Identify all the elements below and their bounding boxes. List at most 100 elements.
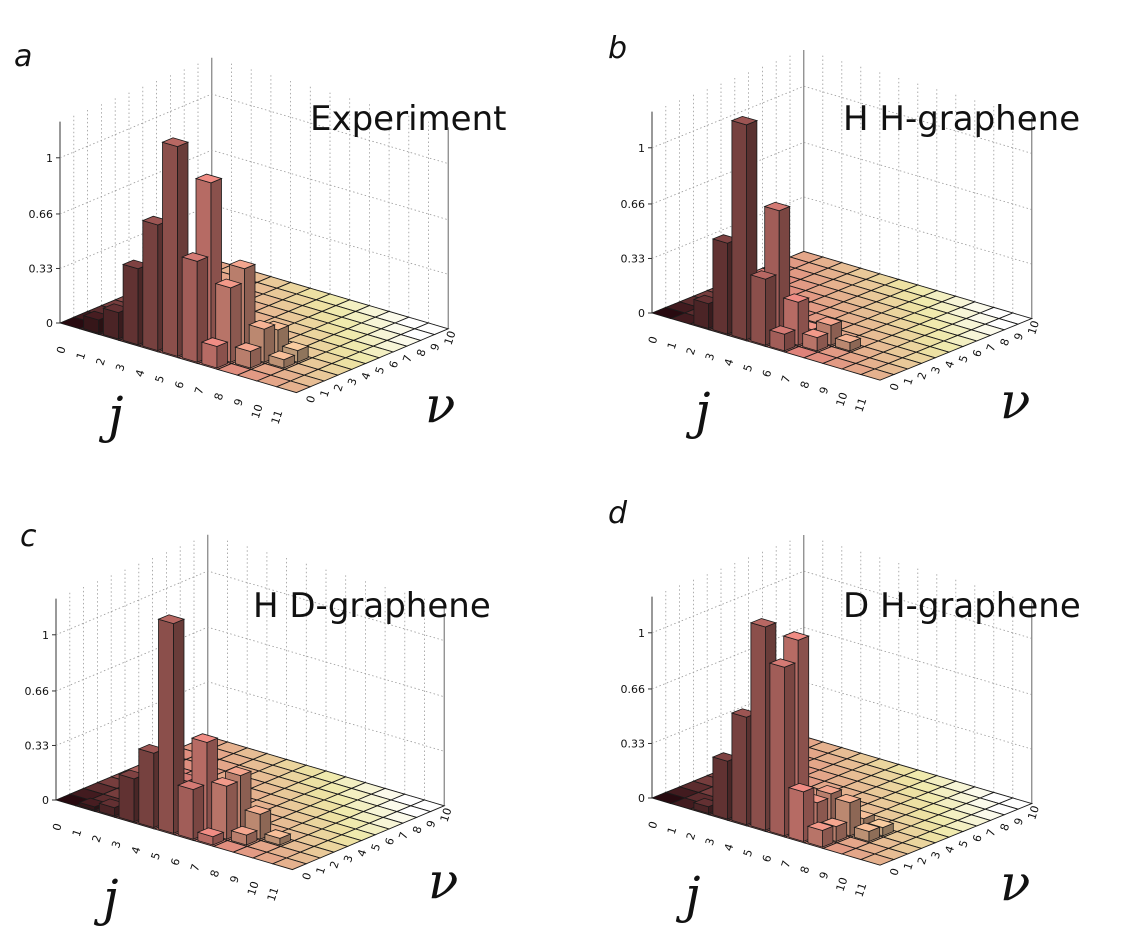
v-tick-label: 0 bbox=[887, 867, 902, 878]
bar-face-top bbox=[867, 818, 895, 829]
j-tick-label: 6 bbox=[168, 857, 183, 868]
bar bbox=[181, 252, 209, 363]
axis-label-nu: ν bbox=[428, 852, 458, 910]
v-tick-label: 4 bbox=[943, 359, 958, 370]
z-tick-label: 0 bbox=[638, 792, 645, 805]
j-tick-label: 11 bbox=[853, 396, 870, 413]
j-tick-label: 3 bbox=[703, 837, 718, 848]
v-tick-label: 8 bbox=[414, 348, 429, 359]
j-tick-label: 11 bbox=[265, 886, 282, 903]
bar-face-top bbox=[161, 137, 190, 148]
z-tick-label: 1 bbox=[638, 627, 645, 640]
bar-face-top bbox=[281, 341, 310, 352]
bar-face-top bbox=[815, 784, 843, 795]
bar-face-front bbox=[138, 748, 155, 829]
j-tick-label: 7 bbox=[188, 862, 203, 873]
v-tick-label: 6 bbox=[970, 833, 985, 844]
bar-face-front bbox=[712, 238, 728, 335]
v-tick-label: 8 bbox=[410, 825, 425, 836]
bar-face-front bbox=[769, 662, 785, 837]
v-tick-label: 10 bbox=[1025, 319, 1042, 336]
j-tick-label: 0 bbox=[646, 820, 661, 831]
bar bbox=[177, 780, 205, 840]
v-tick-label: 8 bbox=[998, 822, 1013, 833]
bar bbox=[200, 337, 229, 369]
j-tick-label: 9 bbox=[227, 874, 242, 885]
j-tick-label: 7 bbox=[779, 374, 794, 385]
v-tick-label: 3 bbox=[929, 850, 944, 861]
bar-face-front bbox=[750, 274, 766, 346]
gridline-z bbox=[55, 626, 445, 698]
v-tick-label: 3 bbox=[345, 377, 360, 388]
bar-face-top bbox=[228, 259, 257, 270]
bar-face-top bbox=[834, 793, 862, 804]
j-tick-label: 3 bbox=[703, 352, 718, 363]
axis-label-j: j bbox=[685, 382, 711, 440]
j-tick-label: 0 bbox=[50, 822, 65, 833]
bar bbox=[263, 829, 292, 846]
v-tick-label: 9 bbox=[424, 819, 439, 830]
bar-face-top bbox=[782, 631, 810, 641]
v-tick-label: 4 bbox=[943, 844, 958, 855]
bar-face-top bbox=[210, 777, 239, 787]
j-tick-label: 10 bbox=[245, 880, 262, 897]
bar-face-top bbox=[834, 333, 862, 344]
bar bbox=[196, 827, 225, 846]
bar-face-top bbox=[768, 325, 797, 335]
bars bbox=[692, 115, 862, 352]
v-tick-label: 7 bbox=[400, 353, 415, 364]
j-tick-label: 11 bbox=[853, 881, 870, 898]
bar-face-front bbox=[181, 256, 198, 363]
j-tick-label: 8 bbox=[208, 868, 223, 879]
bar-face-top bbox=[267, 350, 296, 361]
j-tick-label: 7 bbox=[779, 859, 794, 870]
gridline-z bbox=[59, 93, 449, 164]
v-tick-label: 1 bbox=[314, 865, 329, 876]
z-tick-label: 0.33 bbox=[29, 262, 54, 275]
panel-letter: b bbox=[608, 31, 627, 66]
v-tick-label: 9 bbox=[1012, 331, 1027, 342]
j-tick-label: 1 bbox=[665, 340, 680, 351]
v-tick-label: 5 bbox=[373, 365, 388, 376]
j-tick-label: 1 bbox=[74, 351, 89, 362]
v-tick-label: 5 bbox=[956, 839, 971, 850]
axis-label-j: j bbox=[93, 869, 119, 927]
bar-face-top bbox=[815, 316, 843, 326]
bar-face-top bbox=[244, 805, 272, 815]
j-tick-label: 6 bbox=[760, 853, 775, 864]
v-tick-label: 1 bbox=[901, 861, 916, 872]
j-tick-label: 10 bbox=[249, 403, 266, 420]
bar-face-front bbox=[118, 773, 135, 823]
v-tick-label: 3 bbox=[341, 854, 356, 865]
bar-face-top bbox=[214, 278, 243, 289]
bar-face-front bbox=[712, 756, 728, 820]
bar-face-front bbox=[788, 787, 804, 843]
axis-label-nu: ν bbox=[1000, 372, 1030, 430]
j-tick-label: 8 bbox=[798, 865, 813, 876]
bar-face-top bbox=[768, 658, 797, 668]
floor-cell bbox=[859, 368, 896, 381]
z-tick-label: 0.66 bbox=[29, 208, 54, 221]
v-tick-label: 10 bbox=[438, 806, 455, 823]
bar-face-front bbox=[162, 141, 178, 357]
j-tick-label: 8 bbox=[212, 391, 227, 402]
gridline-z bbox=[59, 149, 449, 221]
z-tick-label: 1 bbox=[42, 629, 49, 642]
v-tick-label: 10 bbox=[1025, 804, 1042, 821]
j-tick-label: 5 bbox=[153, 374, 168, 385]
bar-face-top bbox=[806, 821, 835, 831]
z-tick-label: 0.66 bbox=[25, 685, 50, 698]
j-tick-label: 10 bbox=[834, 391, 851, 408]
v-tick-label: 4 bbox=[359, 371, 374, 382]
panel-letter: a bbox=[14, 39, 32, 74]
v-tick-label: 7 bbox=[984, 342, 999, 353]
z-tick-label: 1 bbox=[638, 142, 645, 155]
